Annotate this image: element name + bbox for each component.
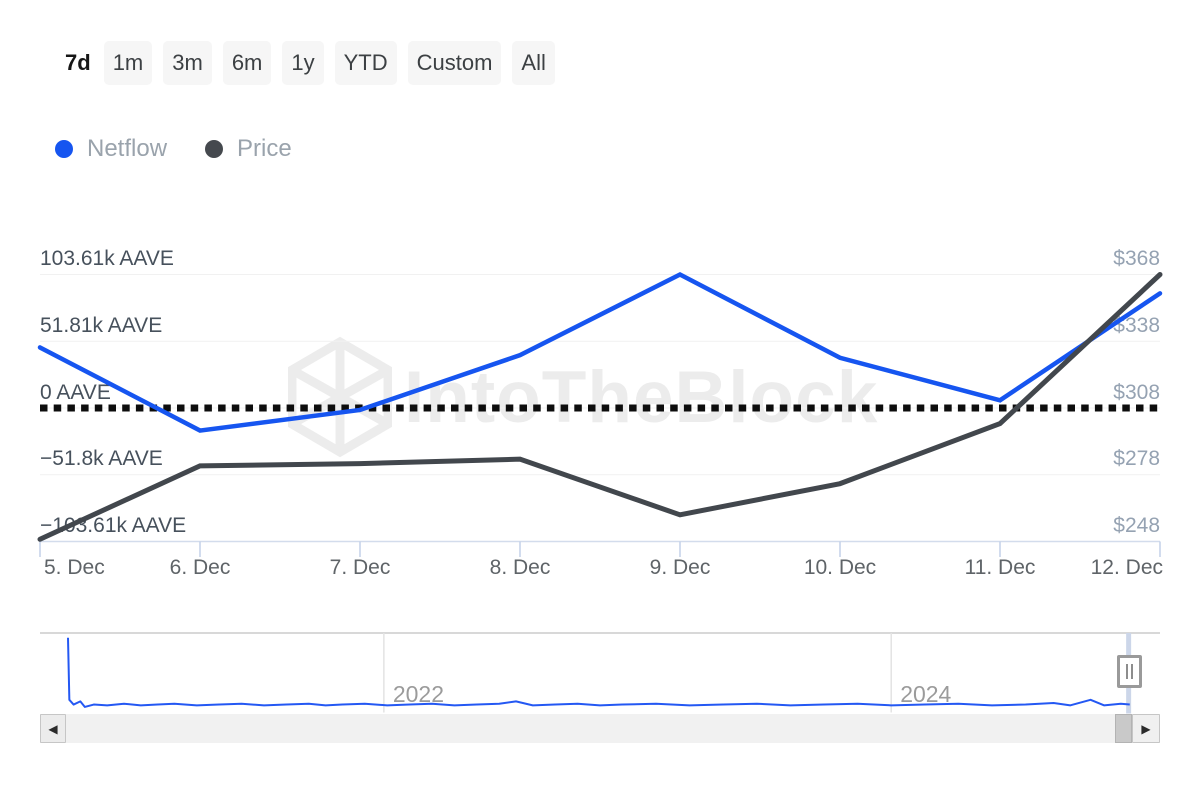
left-axis-label-103k: 103.61k AAVE [40, 247, 174, 270]
x-axis-label-10dec: 10. Dec [803, 556, 877, 579]
left-axis-label-neg51k: −51.8k AAVE [40, 447, 163, 470]
x-axis-label-12dec: 12. Dec [1090, 556, 1163, 579]
range-button-6m[interactable]: 6m [222, 41, 272, 85]
intotheblock-logo-icon [288, 336, 392, 458]
right-axis-label-368: $368 [1113, 247, 1160, 270]
legend-item-netflow[interactable]: Netflow [55, 135, 167, 163]
scrollbar-left-button[interactable]: ◀ [40, 714, 66, 743]
right-axis-label-308: $308 [1113, 381, 1160, 404]
x-axis-label-7dec: 7. Dec [329, 556, 391, 579]
navigator-handle[interactable] [1117, 655, 1142, 688]
right-axis-label-338: $338 [1113, 314, 1160, 337]
x-axis-label-11dec: 11. Dec [964, 556, 1036, 579]
range-button-1y[interactable]: 1y [282, 41, 324, 85]
watermark-text: IntoTheBlock [404, 356, 879, 438]
navigator-series-line [67, 637, 1130, 708]
range-button-7d[interactable]: 7d [63, 41, 93, 85]
netflow-dot-icon [55, 140, 73, 158]
chart-legend: Netflow Price [55, 135, 292, 163]
nav-year-label-2022: 2022 [392, 681, 444, 707]
x-axis-label-9dec: 9. Dec [649, 556, 711, 579]
nav-year-label-2024: 2024 [900, 681, 952, 707]
range-button-3m[interactable]: 3m [163, 41, 212, 85]
legend-item-price[interactable]: Price [205, 135, 292, 163]
range-button-ytd[interactable]: YTD [334, 41, 397, 85]
scrollbar-track[interactable]: ◀ ▶ [40, 714, 1160, 743]
scrollbar-right-button[interactable]: ▶ [1132, 714, 1160, 743]
right-axis-label-278: $278 [1113, 447, 1160, 470]
time-range-selector: 7d 1m 3m 6m 1y YTD Custom All [63, 41, 555, 85]
intotheblock-watermark: IntoTheBlock [288, 336, 878, 458]
legend-price-label: Price [237, 135, 292, 162]
range-button-1m[interactable]: 1m [103, 41, 153, 85]
range-button-all[interactable]: All [512, 41, 555, 85]
legend-netflow-label: Netflow [87, 135, 168, 162]
x-axis-label-5dec: 5. Dec [44, 556, 105, 579]
scrollbar-thumb[interactable] [1115, 714, 1132, 743]
price-dot-icon [205, 140, 224, 158]
x-axis-label-8dec: 8. Dec [489, 556, 551, 579]
left-axis-label-51k: 51.81k AAVE [40, 314, 163, 337]
left-axis-label-neg103k: −103.61k AAVE [40, 514, 187, 537]
x-axis-label-6dec: 6. Dec [169, 556, 231, 579]
range-button-custom[interactable]: Custom [407, 41, 502, 85]
navigator-handle-grip-icon [1126, 664, 1128, 679]
right-axis-label-248: $248 [1113, 514, 1160, 537]
left-axis-label-zero: 0 AAVE [40, 381, 111, 404]
navigator-handle-grip-icon [1131, 664, 1133, 679]
